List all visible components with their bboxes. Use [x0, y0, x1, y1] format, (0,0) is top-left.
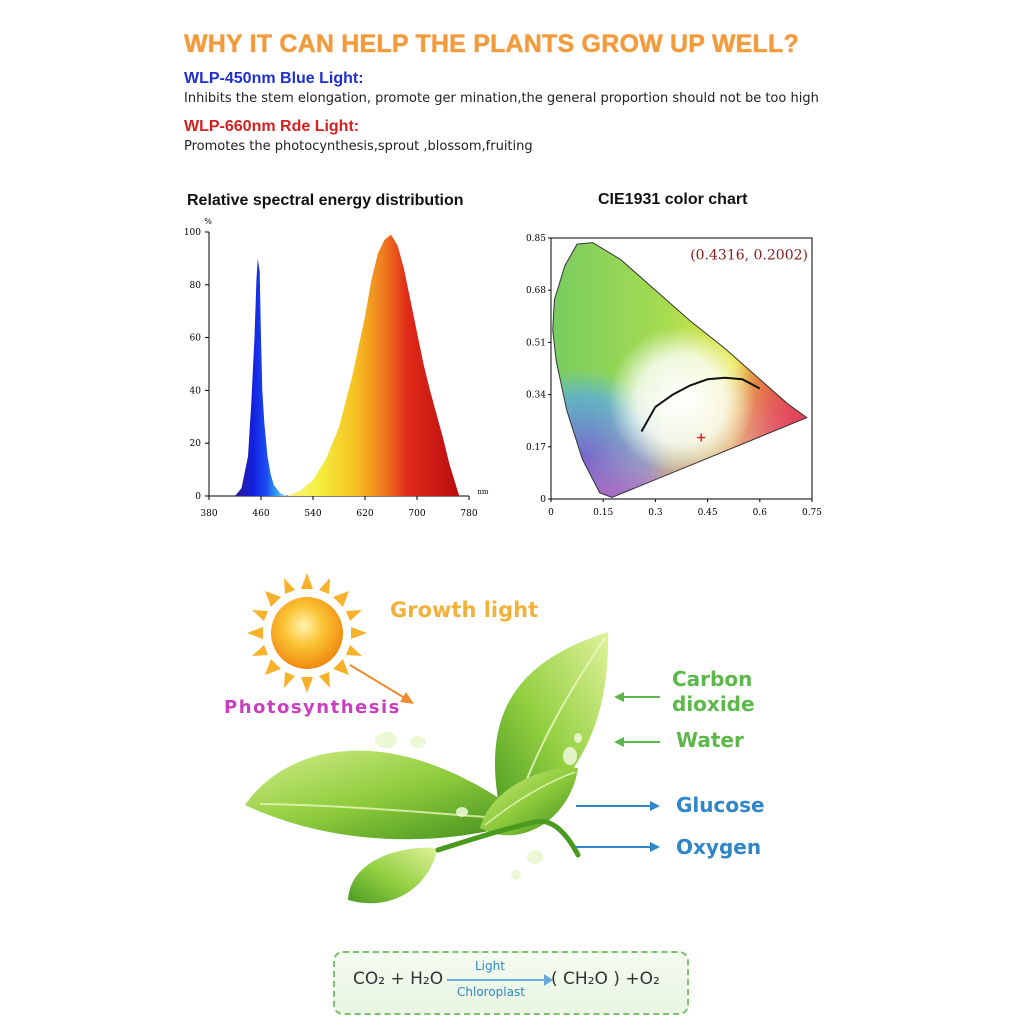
- formula-reactants: CO₂ + H₂O: [353, 969, 444, 989]
- x-tick-label: 540: [304, 509, 321, 519]
- y-tick-label: 60: [190, 334, 202, 344]
- y-tick-label: 40: [190, 386, 202, 396]
- leaf-icon: [348, 847, 438, 904]
- x-tick-label: 380: [200, 509, 217, 519]
- x-tick-label: 0.15: [593, 508, 613, 518]
- x-tick-label: 0.6: [753, 508, 768, 518]
- y-tick-label: 0.51: [526, 338, 546, 348]
- y-tick-label: 0.17: [526, 443, 546, 453]
- x-axis-label: nm: [477, 488, 489, 496]
- cie-chart: 0 0.17 0.34 0.51 0.68 0.85 0 0.15 0.3 0.45 0.6 0.75…: [526, 234, 822, 518]
- growth-light-label: Growth light: [390, 598, 539, 622]
- y-tick-label: 0.68: [526, 286, 546, 296]
- y-axis-label: %: [204, 217, 212, 226]
- cie-chart-title: CIE1931 color chart: [598, 191, 748, 208]
- formula-arrow-icon: [447, 974, 553, 986]
- leaf-icon: [480, 767, 578, 836]
- y-tick-label: 100: [184, 228, 201, 238]
- x-tick-label: 700: [408, 509, 425, 519]
- x-tick-label: 620: [356, 509, 373, 519]
- headline: WHY IT CAN HELP THE PLANTS GROW UP WELL?: [184, 30, 799, 58]
- x-tick-label: 0.75: [802, 508, 822, 518]
- spectrum-series-area: [287, 234, 460, 496]
- input-arrow-icon: [614, 692, 660, 747]
- stem: [435, 818, 581, 858]
- sun-icon: [247, 573, 367, 693]
- blue-light-description: Inhibits the stem elongation, promote ge…: [184, 91, 819, 106]
- planckian-locus: [640, 376, 761, 432]
- red-light-description: Promotes the photocynthesis,sprout ,blos…: [184, 139, 533, 154]
- cie-spectral-locus: [552, 242, 808, 499]
- y-tick-label: 0: [540, 495, 546, 505]
- x-tick-label: 460: [252, 509, 269, 519]
- y-tick-label: 0.34: [526, 391, 546, 401]
- sunlight-arrow-icon: [349, 664, 414, 704]
- cie-point-marker: [697, 433, 706, 442]
- cie-coordinate-readout: (0.4316, 0.2002): [690, 247, 808, 263]
- photosynthesis-formula-box: CO₂ + H₂O Light Chloroplast ( CH₂O ) +O₂: [333, 951, 689, 1015]
- y-tick-label: 0.85: [526, 234, 546, 244]
- red-light-title: WLP-660nm Rde Light:: [184, 118, 360, 135]
- formula-condition-light: Light: [475, 959, 505, 973]
- y-tick-label: 20: [190, 439, 202, 449]
- photosynthesis-label: Photosynthesis: [224, 697, 401, 718]
- oxygen-label: Oxygen: [676, 835, 762, 859]
- x-tick-label: 0.3: [648, 508, 663, 518]
- blue-light-title: WLP-450nm Blue Light:: [184, 70, 364, 87]
- photosynthesis-illustration: [245, 573, 660, 904]
- water-label: Water: [676, 728, 744, 752]
- formula-products: ( CH₂O ) +O₂: [551, 969, 660, 989]
- output-arrow-icon: [576, 801, 660, 852]
- formula-condition-chloroplast: Chloroplast: [457, 985, 525, 999]
- carbon-dioxide-label-line2: dioxide: [672, 692, 755, 716]
- carbon-dioxide-label: Carbon dioxide: [672, 667, 755, 717]
- carbon-dioxide-label-line1: Carbon: [672, 667, 753, 691]
- spectrum-chart-title: Relative spectral energy distribution: [187, 192, 464, 209]
- x-tick-label: 780: [460, 509, 477, 519]
- spectrum-series-area: [235, 258, 287, 496]
- x-tick-label: 0: [548, 508, 554, 518]
- y-tick-label: 0: [195, 492, 201, 502]
- glucose-label: Glucose: [676, 793, 765, 817]
- spectrum-series: [235, 234, 460, 496]
- water-droplet-icon: [375, 732, 582, 880]
- spectrum-chart: 0 20 40 60 80 100 380 460 540 620 700 780% nm: [184, 217, 489, 519]
- x-tick-label: 0.45: [698, 508, 718, 518]
- y-tick-label: 80: [190, 281, 202, 291]
